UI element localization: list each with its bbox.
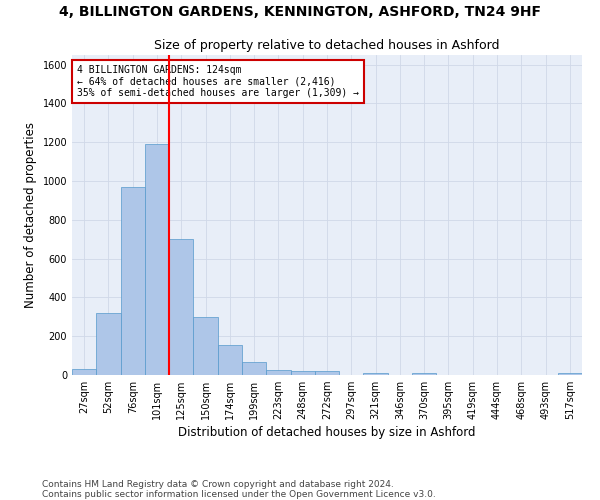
Title: Size of property relative to detached houses in Ashford: Size of property relative to detached ho… [154, 40, 500, 52]
Bar [412, 373, 436, 375]
Bar [242, 362, 266, 375]
Bar [193, 317, 218, 375]
Bar [145, 144, 169, 375]
Text: 4, BILLINGTON GARDENS, KENNINGTON, ASHFORD, TN24 9HF: 4, BILLINGTON GARDENS, KENNINGTON, ASHFO… [59, 5, 541, 19]
X-axis label: Distribution of detached houses by size in Ashford: Distribution of detached houses by size … [178, 426, 476, 440]
Text: 4 BILLINGTON GARDENS: 124sqm
← 64% of detached houses are smaller (2,416)
35% of: 4 BILLINGTON GARDENS: 124sqm ← 64% of de… [77, 64, 359, 98]
Bar [96, 313, 121, 375]
Bar [266, 370, 290, 375]
Bar [364, 372, 388, 375]
Bar [72, 369, 96, 375]
Bar [315, 371, 339, 375]
Bar [290, 371, 315, 375]
Bar [169, 239, 193, 375]
Text: Contains HM Land Registry data © Crown copyright and database right 2024.
Contai: Contains HM Land Registry data © Crown c… [42, 480, 436, 499]
Y-axis label: Number of detached properties: Number of detached properties [24, 122, 37, 308]
Bar [558, 372, 582, 375]
Bar [218, 345, 242, 375]
Bar [121, 187, 145, 375]
